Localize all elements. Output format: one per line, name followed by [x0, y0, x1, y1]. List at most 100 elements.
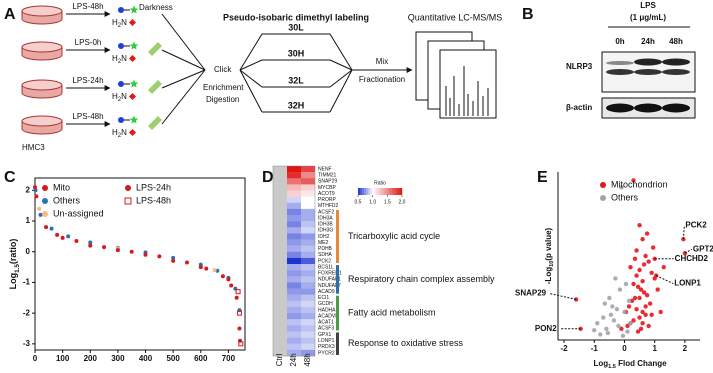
point	[628, 265, 633, 270]
point	[638, 287, 644, 292]
probe	[118, 117, 124, 123]
x-axis-label-sub: 1.5	[608, 364, 616, 370]
point	[640, 279, 645, 284]
heat-cell	[273, 264, 287, 271]
point	[129, 249, 134, 254]
column-label: 24h	[289, 353, 298, 366]
point	[44, 225, 49, 230]
x-tick-label: 100	[56, 354, 70, 363]
legend-label: Mito	[53, 182, 70, 192]
heat-cell	[301, 221, 315, 228]
point	[634, 307, 639, 312]
heat-cell	[287, 319, 301, 326]
point	[625, 323, 630, 329]
heat-cell	[301, 239, 315, 246]
heat-cell	[273, 288, 287, 295]
row-label: SDHA	[318, 252, 333, 258]
probe	[118, 7, 124, 13]
heat-cell	[301, 227, 315, 234]
row-label: IDH3A	[318, 215, 333, 221]
x-tick-label: 2	[683, 344, 688, 353]
row-label: GPX1	[318, 332, 332, 338]
heat-cell	[273, 215, 287, 222]
point	[55, 232, 60, 237]
point	[643, 253, 648, 259]
x-tick-label: 0	[622, 344, 627, 353]
colorbar-step	[370, 188, 373, 195]
row-label: NENF	[318, 166, 332, 172]
colorbar-step	[378, 188, 381, 195]
y-axis-label-rest: (p value)	[544, 227, 553, 260]
heat-cell	[287, 270, 301, 277]
fan	[239, 69, 263, 88]
column-label: Ctrl	[275, 354, 284, 367]
x-axis-label-main: Log	[593, 359, 608, 368]
colorbar-title: Ratio	[374, 180, 386, 186]
point	[608, 312, 614, 317]
dose: (1 μg/mL)	[630, 13, 666, 22]
y-axis-label-rest: (ratio)	[8, 239, 18, 265]
row-label: IDH3G	[318, 228, 333, 234]
heat-cell	[273, 166, 287, 173]
point	[637, 267, 642, 273]
amine-main: H	[112, 54, 118, 63]
row-label: PCK2	[318, 258, 331, 264]
point	[632, 256, 638, 261]
x-tick-label: 200	[84, 354, 98, 363]
point	[655, 287, 660, 292]
point	[632, 295, 638, 301]
heat-cell	[273, 208, 287, 216]
dish-lid	[21, 115, 63, 127]
point	[238, 341, 244, 347]
darkness: Darkness	[139, 3, 173, 12]
panel-label: C	[4, 169, 16, 186]
point	[102, 245, 107, 250]
row-label: MYCBP	[318, 185, 336, 191]
heat-cell	[287, 208, 301, 216]
group-bar	[336, 265, 339, 294]
point	[171, 255, 176, 260]
heat-cell	[301, 190, 315, 197]
fractionation: Fractionation	[359, 75, 405, 84]
heat-cell	[273, 227, 287, 234]
panel-label: D	[262, 169, 274, 186]
heat-cell	[287, 306, 301, 314]
point	[646, 259, 651, 264]
heat-cell	[287, 202, 301, 210]
heat-cell	[287, 264, 301, 271]
row-label: FOXRED1	[318, 271, 342, 277]
heat-cell	[273, 221, 287, 228]
point	[34, 194, 39, 199]
heat-cell	[301, 251, 315, 259]
heat-cell	[273, 172, 287, 179]
heat-cell	[301, 294, 315, 302]
point	[88, 240, 93, 245]
colorbar-step	[362, 188, 365, 195]
point	[604, 326, 609, 331]
heat-cell	[273, 239, 287, 246]
x-axis-label-rest: Flod Change	[616, 359, 667, 368]
heat-frame	[272, 165, 316, 357]
point	[229, 283, 234, 288]
legend-label: LPS-48h	[136, 195, 171, 205]
heat-cell	[273, 294, 287, 302]
row-label: ACSF2	[318, 209, 334, 215]
point	[631, 178, 636, 183]
point	[620, 333, 626, 338]
point	[184, 260, 189, 265]
fan	[329, 59, 353, 71]
amine-rest: N	[121, 18, 127, 27]
heat-cell	[301, 306, 315, 314]
heat-cell	[273, 233, 287, 240]
point	[49, 226, 54, 231]
heat-cell	[287, 288, 301, 295]
point	[629, 298, 635, 303]
point	[607, 295, 612, 301]
annotation-leader	[655, 275, 674, 285]
point	[204, 266, 209, 271]
point	[649, 312, 654, 317]
point	[643, 304, 648, 309]
colorbar-label: 2.0	[399, 199, 406, 205]
legend-marker	[42, 211, 48, 217]
colorbar-label: 1.0	[369, 199, 376, 205]
